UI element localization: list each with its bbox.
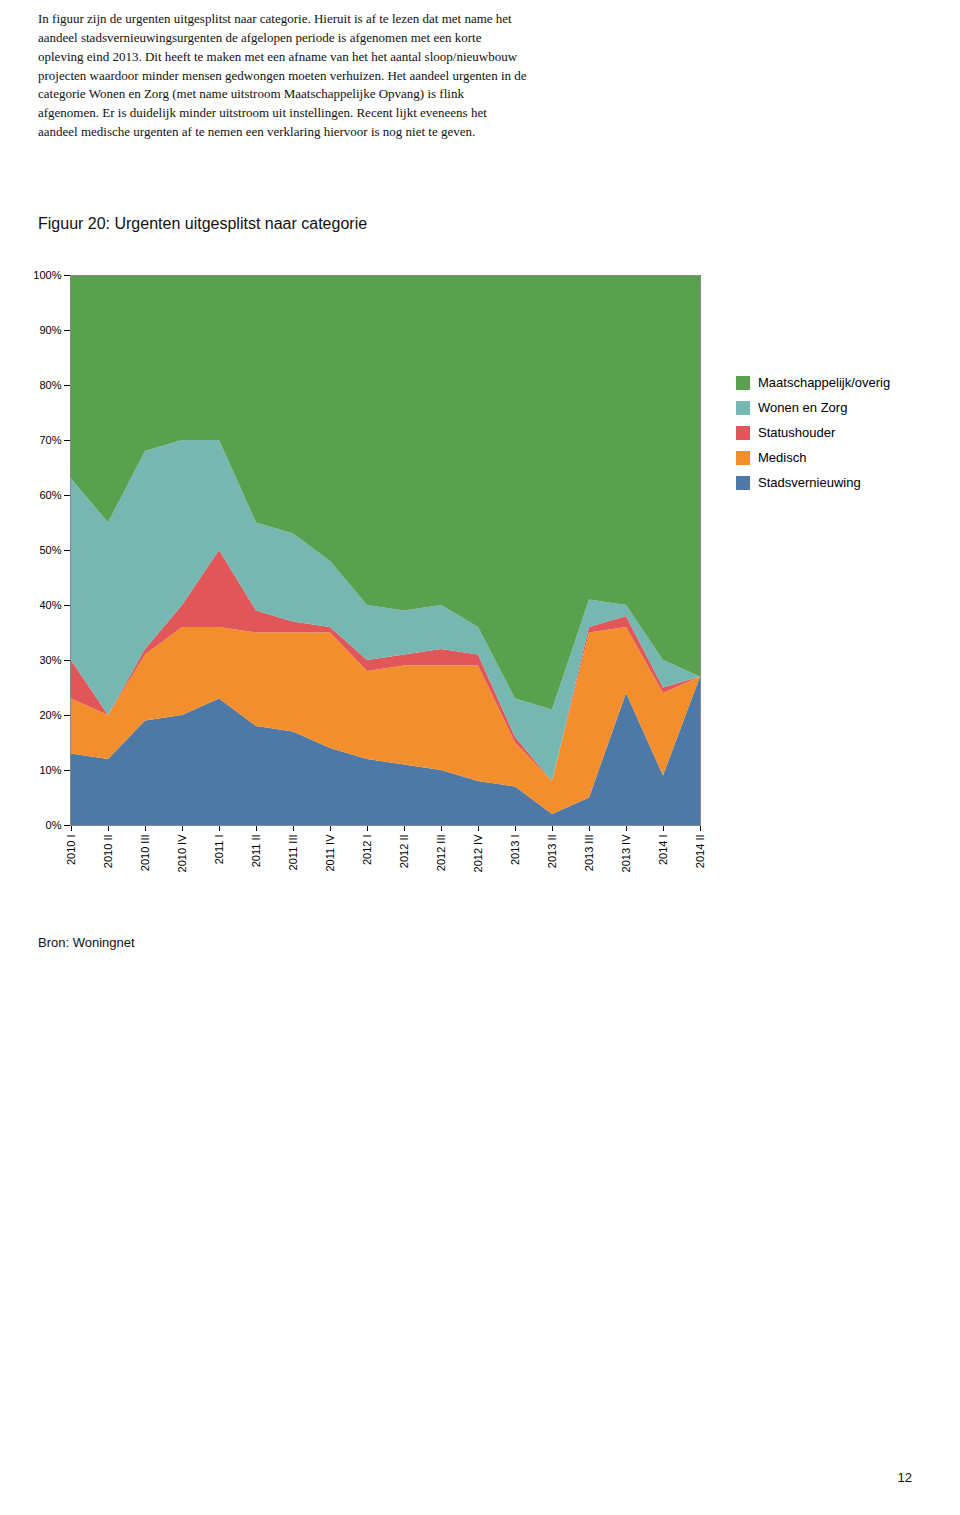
svg-text:2011 I: 2011 I (213, 835, 225, 865)
svg-text:80%: 80% (39, 379, 61, 391)
svg-text:2013 I: 2013 I (509, 835, 521, 866)
html-text:Wonen en Zorg: Wonen en Zorg (758, 400, 848, 415)
svg-text:30%: 30% (39, 654, 61, 666)
svg-text:70%: 70% (39, 434, 61, 446)
svg-text:2012 II: 2012 II (398, 835, 410, 869)
html-text:Maatschappelijk/overig: Maatschappelijk/overig (758, 375, 891, 390)
svg-text:2011 III: 2011 III (287, 835, 299, 871)
svg-text:2010 IV: 2010 IV (176, 834, 188, 873)
svg-text:10%: 10% (39, 764, 61, 776)
svg-text:2011 II: 2011 II (250, 835, 262, 868)
svg-text:2012 III: 2012 III (435, 835, 447, 872)
html-text:Figuur 20: Urgenten uitgesplit: Figuur 20: Urgenten uitgesplitst naar ca… (38, 215, 368, 232)
html-text:Medisch: Medisch (758, 450, 807, 465)
svg-text:40%: 40% (39, 599, 61, 611)
svg-text:2010 III: 2010 III (139, 835, 151, 872)
svg-text:20%: 20% (39, 709, 61, 721)
svg-text:2013 II: 2013 II (546, 835, 558, 869)
svg-text:2014 II: 2014 II (694, 835, 706, 869)
html-text:Stadsvernieuwing: Stadsvernieuwing (758, 475, 861, 490)
svg-text:2010 II: 2010 II (102, 835, 114, 869)
svg-text:2011 IV: 2011 IV (324, 834, 336, 872)
html-text:12: 12 (897, 1470, 912, 1485)
svg-text:0%: 0% (46, 819, 62, 831)
svg-text:2014 I: 2014 I (657, 835, 669, 866)
svg-text:100%: 100% (33, 269, 61, 281)
svg-text:2010 I: 2010 I (65, 835, 77, 866)
html-text:In figuur zijn de urgenten uit: In figuur zijn de urgenten uitgesplitst … (38, 11, 527, 140)
svg-text:50%: 50% (39, 544, 61, 556)
svg-text:2012 IV: 2012 IV (472, 834, 484, 873)
svg-text:60%: 60% (39, 489, 61, 501)
html-text:Bron: Woningnet: Bron: Woningnet (38, 935, 135, 950)
svg-text:2012 I: 2012 I (361, 835, 373, 866)
svg-text:2013 IV: 2013 IV (620, 834, 632, 873)
svg-text:90%: 90% (39, 324, 61, 336)
html-text:Statushouder: Statushouder (758, 425, 836, 440)
svg-text:2013 III: 2013 III (583, 835, 595, 872)
